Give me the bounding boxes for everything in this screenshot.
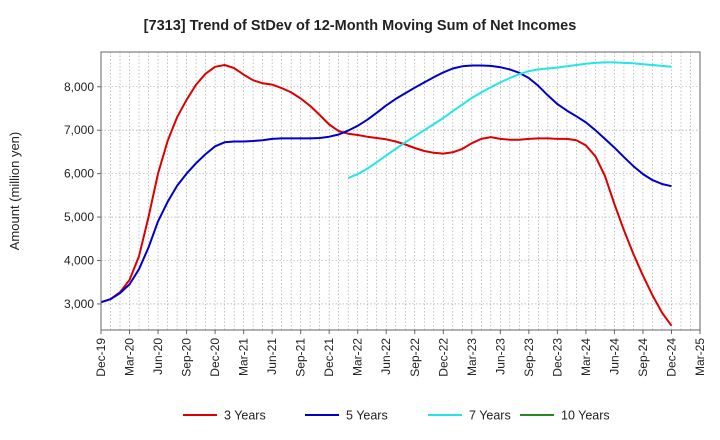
x-tick-label: Jun-24 <box>607 338 621 375</box>
y-tick-label: 3,000 <box>64 297 94 311</box>
x-tick-label: Jun-20 <box>151 338 165 375</box>
x-tick-label: Dec-19 <box>94 338 108 377</box>
series-line-7-years <box>347 61 672 179</box>
x-tick-label: Dec-24 <box>664 338 678 377</box>
plot-frame <box>100 51 701 331</box>
chart-title: [7313] Trend of StDev of 12-Month Moving… <box>144 18 577 34</box>
x-tick-label: Dec-21 <box>322 338 336 377</box>
series-line-3-years <box>100 64 673 327</box>
y-tick-label: 6,000 <box>64 167 94 181</box>
x-tick-label: Jun-23 <box>493 338 507 375</box>
y-tick-label: 7,000 <box>64 123 94 137</box>
y-tick-label: 8,000 <box>64 80 94 94</box>
x-tick-label: Sep-24 <box>636 338 650 377</box>
x-tick-label: Sep-20 <box>180 338 194 377</box>
x-axis-ticks: Dec-19 Mar-20 Jun-20 Sep-20 Dec-20 Mar-21 Jun-… <box>94 330 707 377</box>
x-tick-label: Mar-21 <box>237 338 251 376</box>
x-tick-label: Dec-22 <box>436 338 450 377</box>
x-tick-label: Dec-20 <box>208 338 222 377</box>
y-tick-label: 5,000 <box>64 210 94 224</box>
x-tick-label: Sep-22 <box>408 338 422 377</box>
x-tick-label: Dec-23 <box>550 338 564 377</box>
y-tick-label: 4,000 <box>64 254 94 268</box>
x-tick-label: Sep-23 <box>522 338 536 377</box>
series-layer <box>100 61 673 327</box>
x-tick-label: Mar-22 <box>351 338 365 376</box>
x-tick-label: Mar-25 <box>693 338 707 376</box>
legend-label-5-years: 5 Years <box>346 409 388 423</box>
x-tick-label: Mar-23 <box>465 338 479 376</box>
x-tick-label: Mar-24 <box>579 338 593 376</box>
y-axis-ticks: 3,000 4,000 5,000 6,000 7,000 8,000 <box>64 80 101 311</box>
series-line-5-years <box>100 64 672 304</box>
x-tick-label: Mar-20 <box>123 338 137 376</box>
y-axis-label: Amount (million yen) <box>7 132 22 251</box>
x-tick-label: Sep-21 <box>294 338 308 377</box>
x-tick-label: Jun-21 <box>265 338 279 375</box>
legend-label-10-years: 10 Years <box>561 409 610 423</box>
legend-label-7-years: 7 Years <box>469 409 511 423</box>
x-tick-label: Jun-22 <box>379 338 393 375</box>
legend-label-3-years: 3 Years <box>224 409 266 423</box>
legend: 3 Years 5 Years 7 Years 10 Years <box>183 409 610 423</box>
